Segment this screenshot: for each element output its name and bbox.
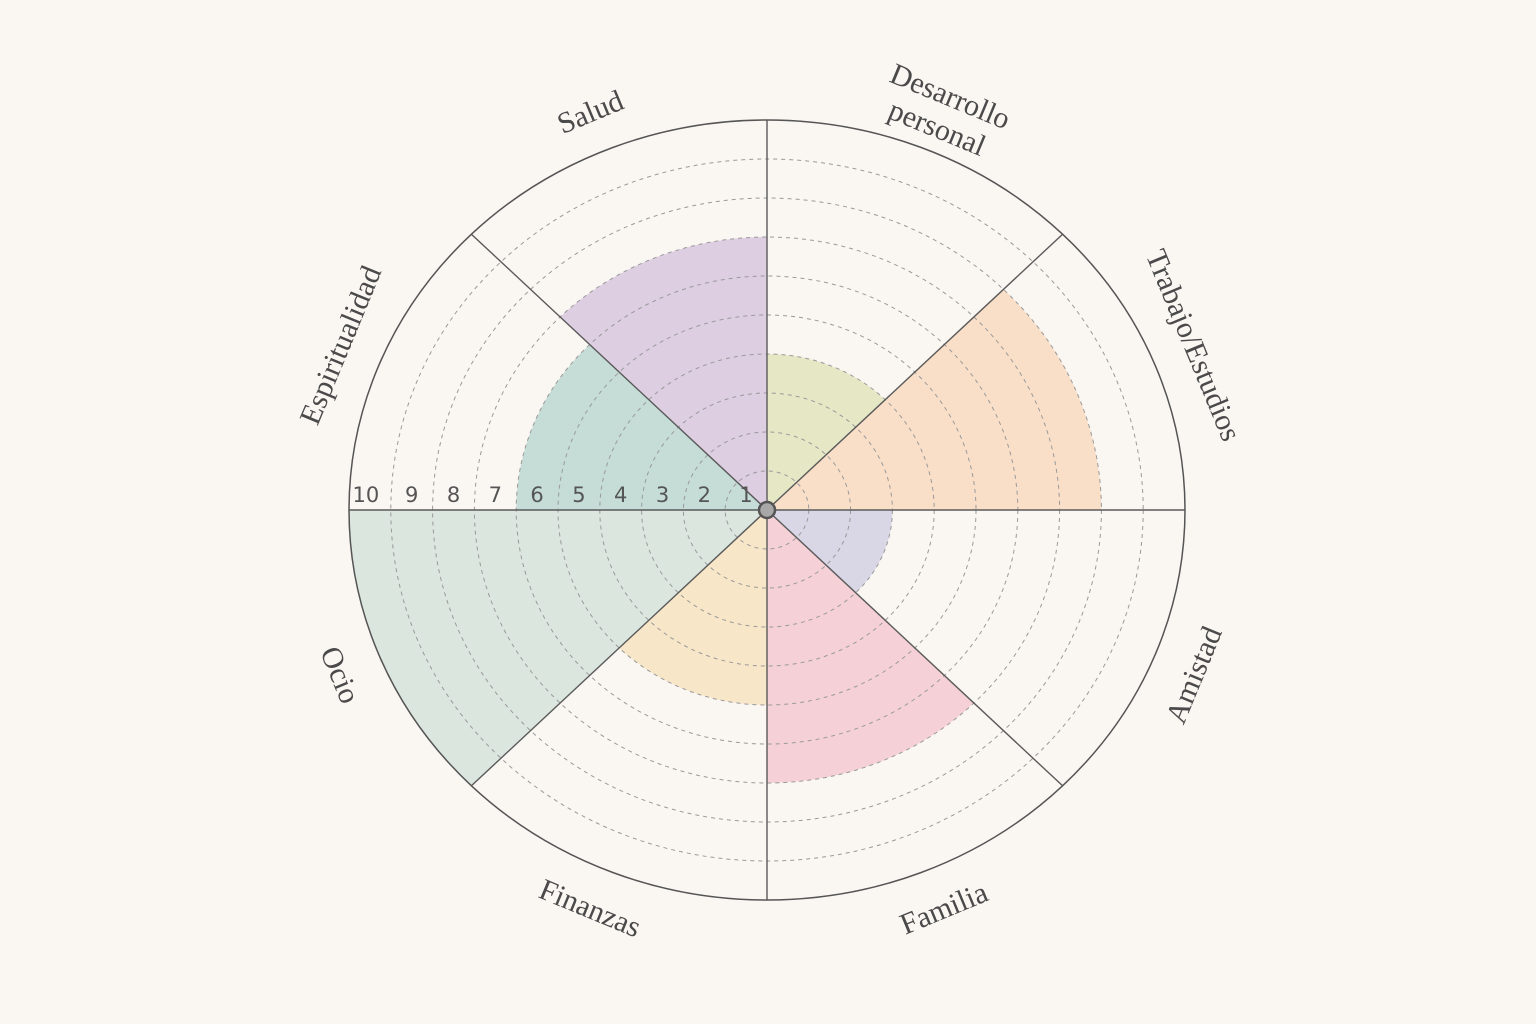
scale-number-7: 7 (489, 483, 502, 507)
sector-ocio (349, 510, 767, 786)
sector-familia (767, 510, 974, 783)
sector-trabajo-estudios (767, 289, 1102, 510)
label-espiritualidad: Espiritualidad (293, 261, 388, 429)
sector-finanzas (619, 510, 767, 705)
label-salud: Salud (553, 84, 629, 141)
scale-number-8: 8 (447, 483, 460, 507)
outer-ring (348, 119, 1186, 901)
center-hub (757, 500, 777, 520)
label-trabajo-estudios: Trabajo/Estudios (1139, 245, 1248, 446)
scale-number-1: 1 (739, 483, 752, 507)
scale-number-2: 2 (698, 483, 711, 507)
sector-dividers (349, 120, 1185, 900)
divider-line (470, 509, 768, 787)
sector-espiritualidad (516, 344, 767, 510)
label-ocio: Ocio (313, 642, 366, 709)
scale-number-4: 4 (614, 483, 627, 507)
label-finanzas: Finanzas (534, 873, 645, 944)
divider-line (766, 233, 1064, 511)
scale-number-10: 10 (353, 483, 380, 507)
label-desarrollo-personal: Desarrollopersonal (872, 57, 1015, 167)
sector-fills (349, 237, 1102, 786)
sector-salud (560, 237, 767, 510)
scale-number-3: 3 (656, 483, 669, 507)
label-familia: Familia (895, 876, 992, 942)
divider-line (766, 509, 1064, 787)
scale-number-9: 9 (405, 483, 418, 507)
sector-amistad (767, 510, 893, 593)
scale-number-6: 6 (530, 483, 543, 507)
sector-desarrollo-personal (767, 354, 886, 510)
scale-number-5: 5 (572, 483, 585, 507)
label-amistad: Amistad (1159, 622, 1228, 729)
divider-line (470, 233, 768, 511)
scale-numbers: 1 2 3 4 5 6 7 8 9 10 (353, 483, 753, 507)
